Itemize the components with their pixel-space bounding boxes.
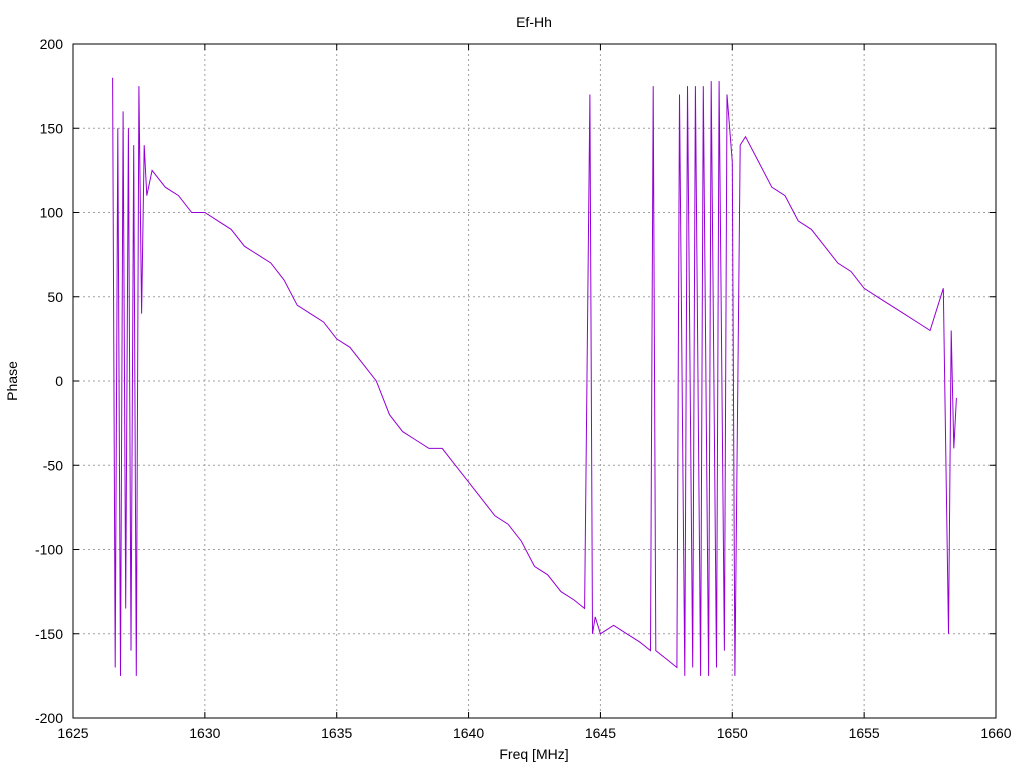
x-axis-label: Freq [MHz] [499, 746, 568, 762]
x-tick-label: 1655 [849, 725, 880, 741]
x-tick-label: 1645 [585, 725, 616, 741]
y-tick-label: 0 [55, 373, 63, 389]
y-tick-label: -100 [35, 542, 63, 558]
x-tick-label: 1625 [57, 725, 88, 741]
y-tick-label: 150 [40, 120, 64, 136]
y-axis-label: Phase [4, 361, 20, 401]
x-tick-label: 1630 [189, 725, 220, 741]
plot-frame [72, 43, 997, 719]
y-tick-label: 50 [47, 289, 63, 305]
y-tick-label: -50 [43, 457, 63, 473]
grid-lines [73, 44, 996, 718]
axis-ticks: 1625 1630 1635 1640 1645 1650 1655 1660 -200 -150… [35, 36, 1012, 741]
x-tick-label: 1650 [717, 725, 748, 741]
x-tick-label: 1660 [980, 725, 1011, 741]
y-tick-label: -200 [35, 710, 63, 726]
series-layer [112, 77, 957, 676]
x-tick-label: 1640 [453, 725, 484, 741]
chart-title: Ef-Hh [516, 14, 552, 30]
y-tick-label: -150 [35, 626, 63, 642]
x-tick-label: 1635 [321, 725, 352, 741]
y-tick-label: 100 [40, 205, 64, 221]
phase-series-line [112, 77, 957, 676]
y-tick-label: 200 [40, 36, 64, 52]
